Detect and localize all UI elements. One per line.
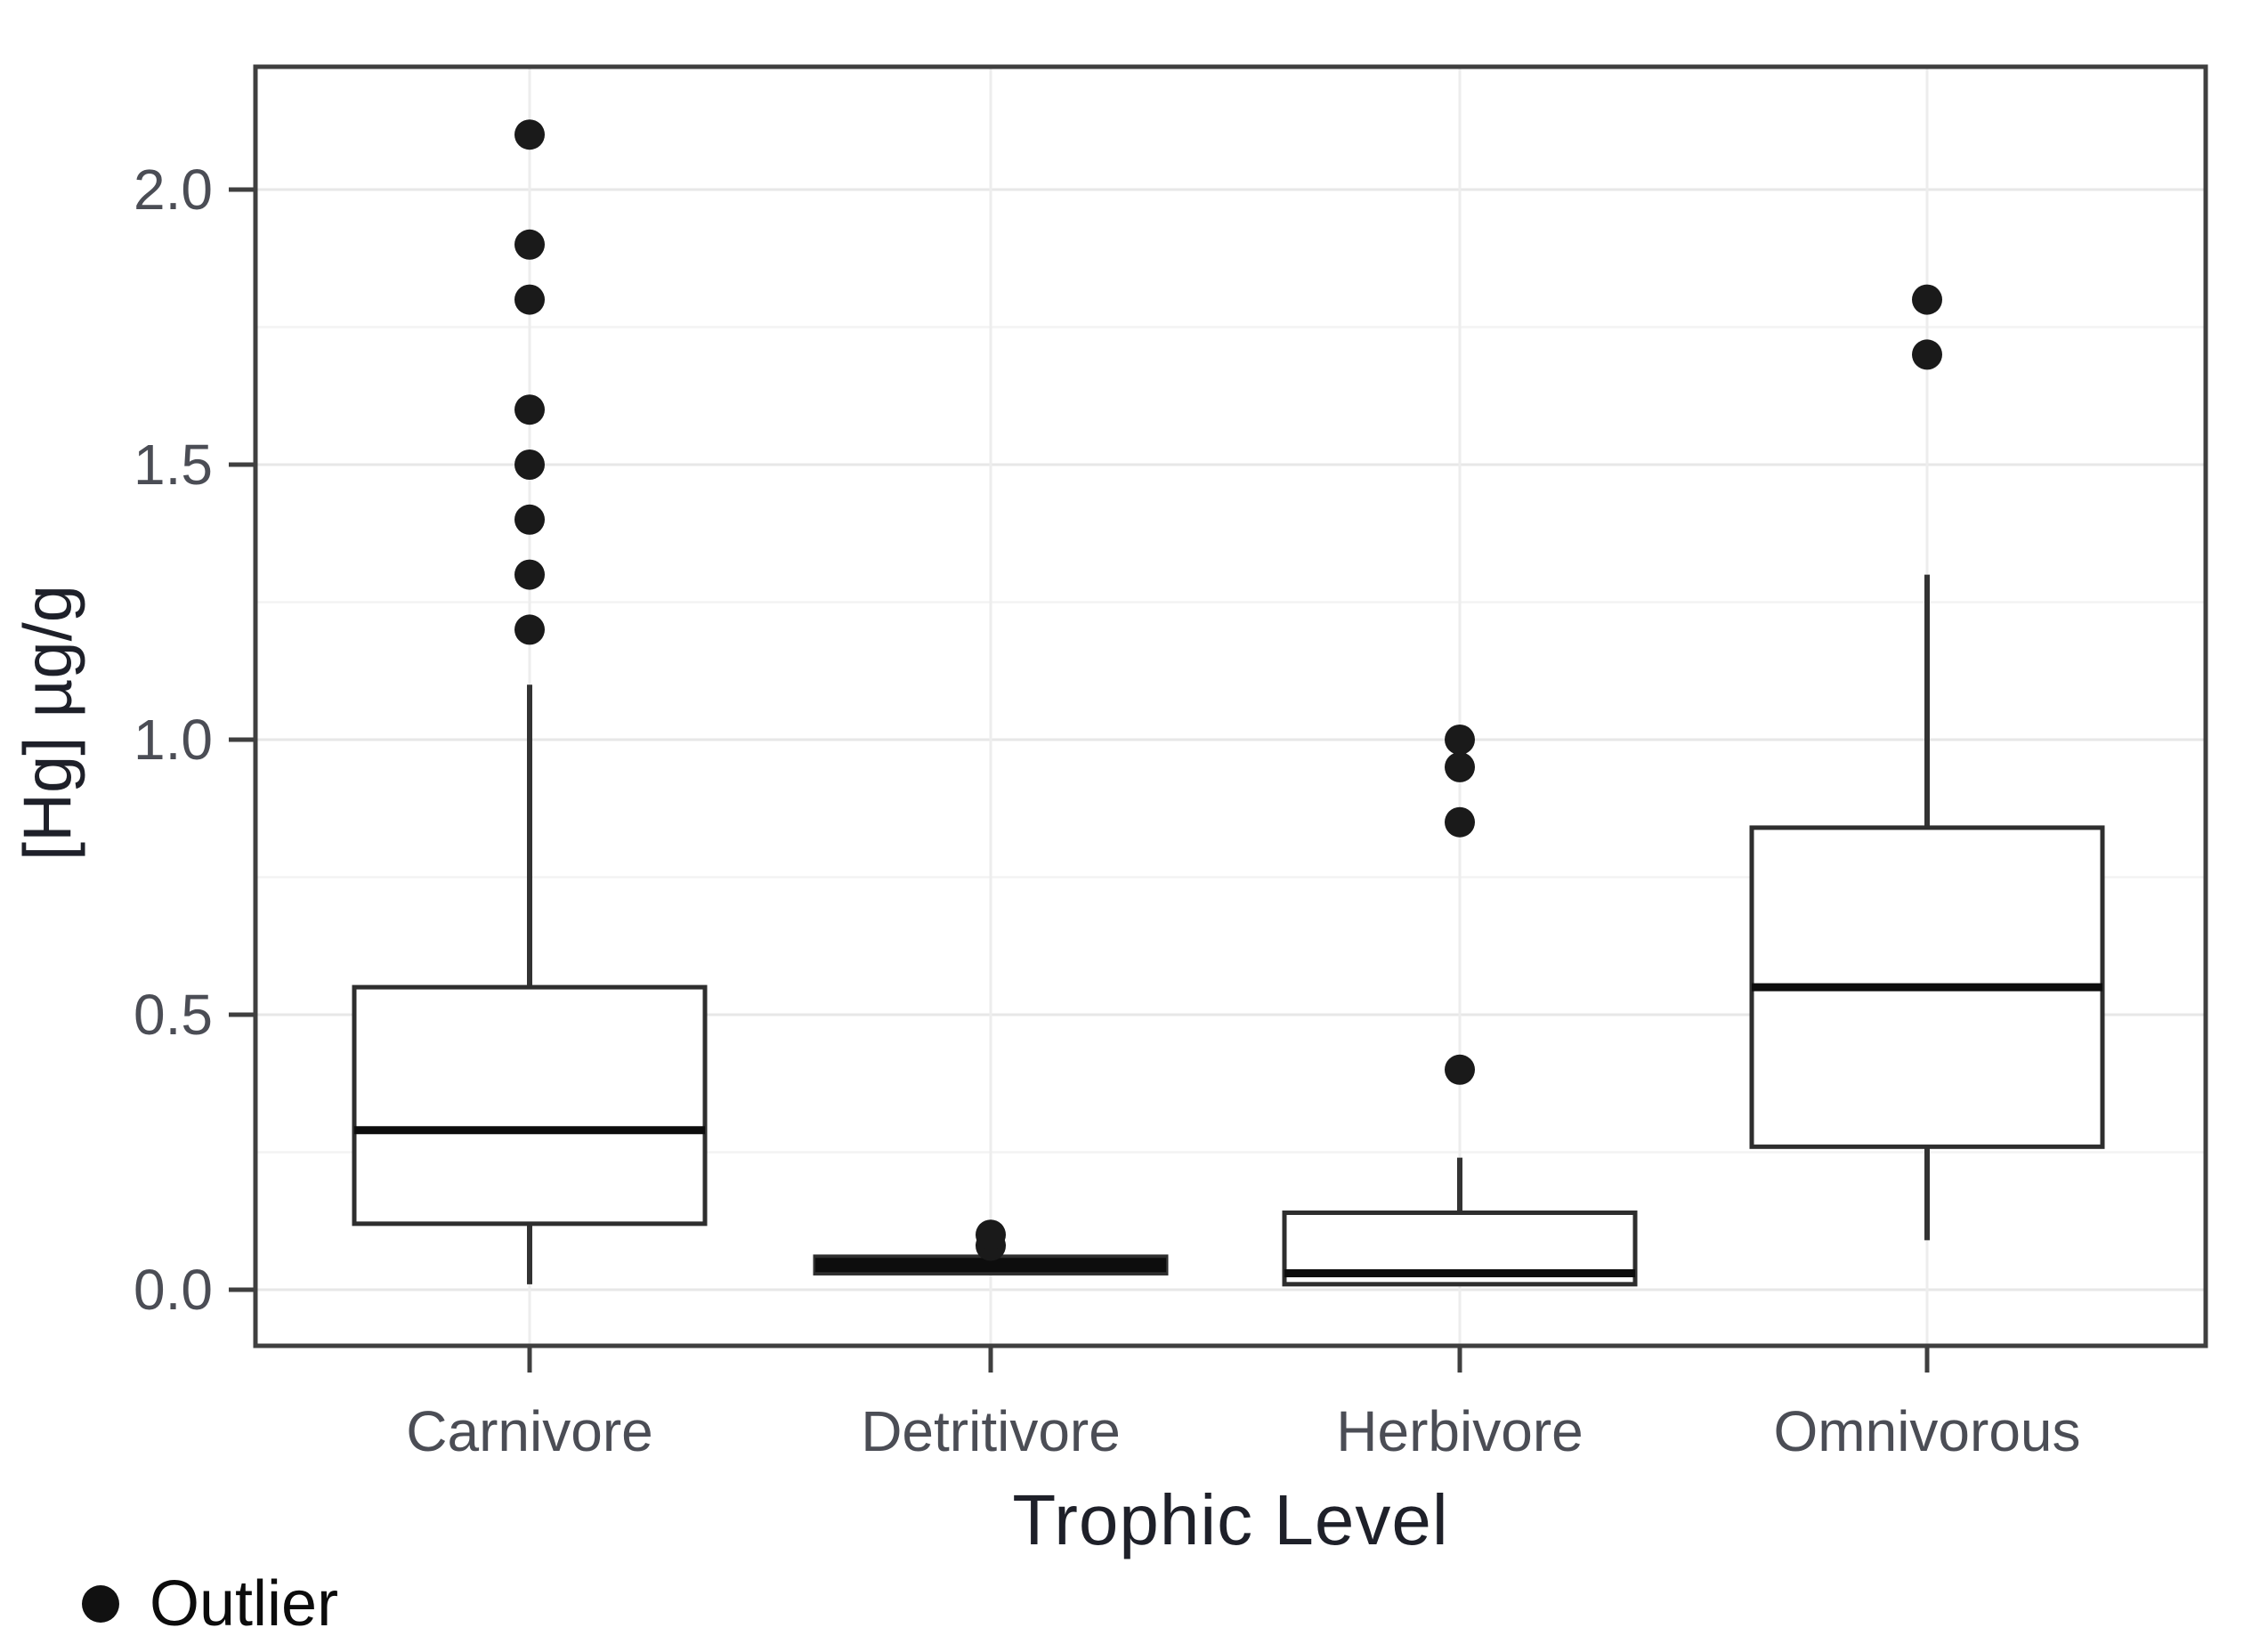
y-tick-label-0.5: 0.5 <box>134 983 213 1047</box>
outliers-omnivorous <box>1912 284 1942 370</box>
box-herbivore <box>1282 1157 1638 1287</box>
x-axis: Carnivore Detritivore Herbivore Omnivorous <box>406 1346 2081 1463</box>
box-carnivore <box>352 684 708 1284</box>
outliers-carnivore <box>514 119 545 645</box>
box-omnivorous <box>1749 574 2105 1241</box>
y-tick-label-1.0: 1.0 <box>134 708 213 772</box>
x-axis-title: Trophic Level <box>1012 1480 1449 1559</box>
x-tick-label-omnivorous: Omnivorous <box>1774 1399 2081 1463</box>
outliers-detritivore <box>976 1219 1006 1261</box>
outlier-legend: Outlier <box>82 1572 338 1636</box>
outlier-marker-icon <box>82 1585 119 1623</box>
panel-border <box>253 64 2208 1348</box>
y-axis-title: [Hg] µg/g <box>10 585 86 861</box>
x-tick-label-detritivore: Detritivore <box>861 1399 1121 1463</box>
outliers-herbivore <box>1445 725 1475 1085</box>
y-tick-label-0.0: 0.0 <box>134 1258 213 1322</box>
x-tick-label-herbivore: Herbivore <box>1336 1399 1583 1463</box>
x-tick-label-carnivore: Carnivore <box>406 1399 652 1463</box>
y-tick-label-2.0: 2.0 <box>134 158 213 222</box>
y-tick-label-1.5: 1.5 <box>134 433 213 497</box>
y-axis: 0.0 0.5 1.0 1.5 2.0 <box>134 158 255 1322</box>
outlier-legend-label: Outlier <box>150 1568 339 1640</box>
